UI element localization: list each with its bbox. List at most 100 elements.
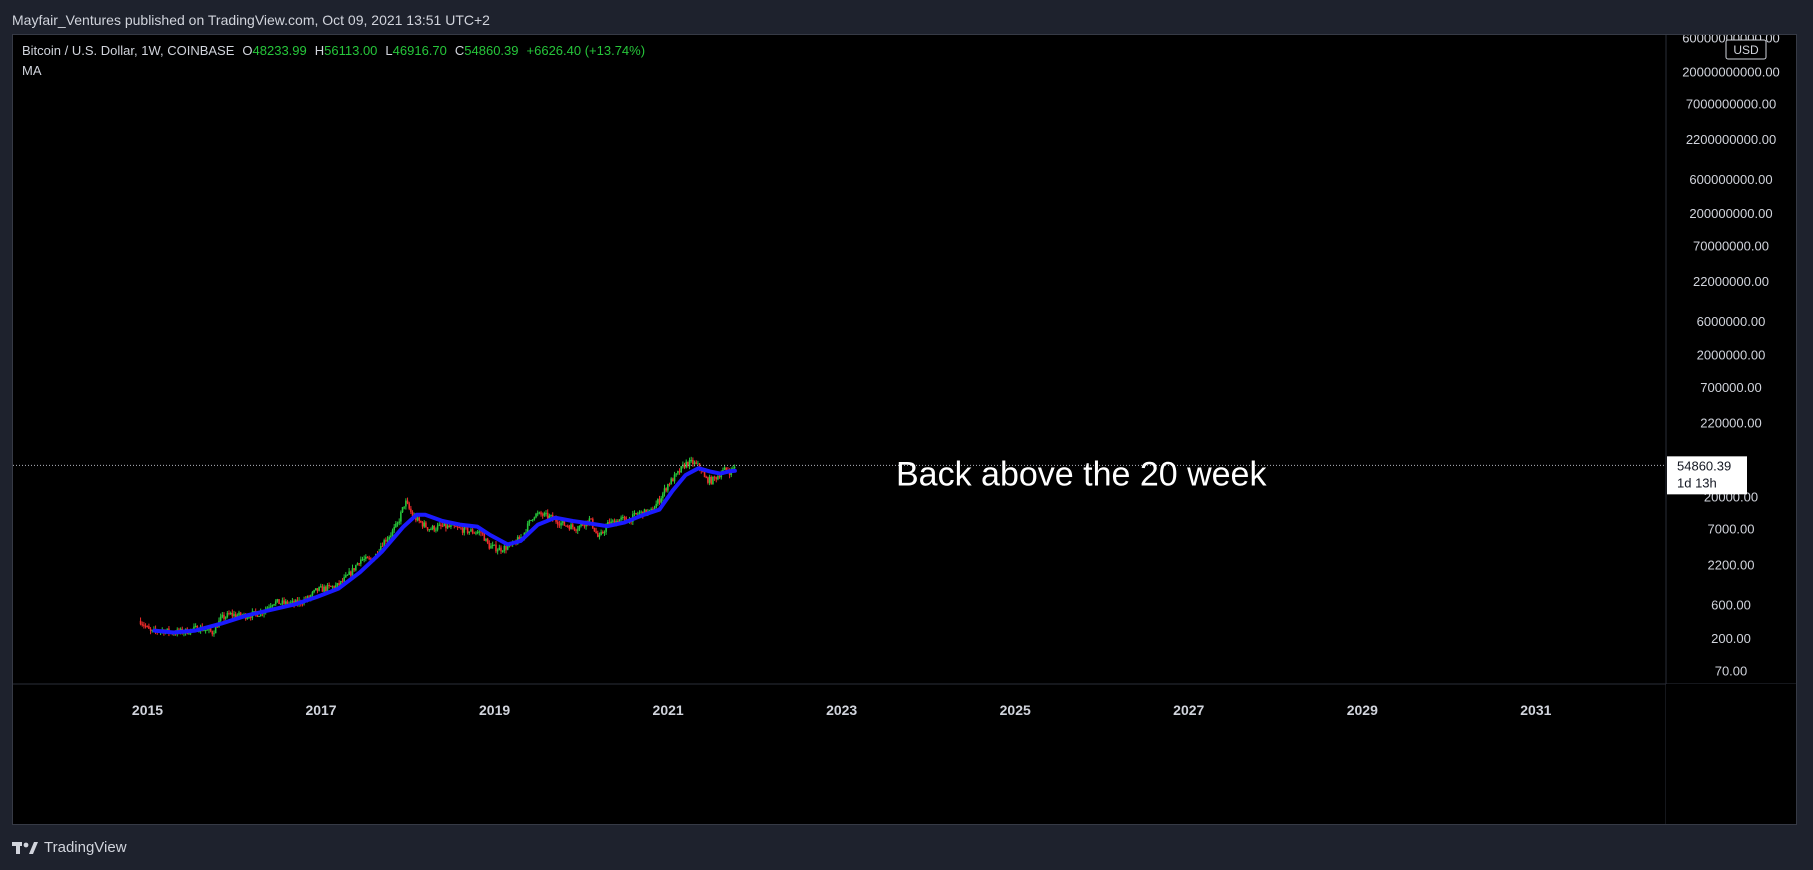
- candle-body: [715, 477, 718, 480]
- candle-body: [491, 545, 494, 547]
- candle-body: [281, 600, 284, 604]
- candle-body: [289, 602, 292, 604]
- candle-body: [441, 525, 444, 527]
- chart-annotation[interactable]: Back above the 20 week: [896, 455, 1267, 493]
- y-tick-label: 6000000.00: [1697, 314, 1766, 329]
- candle-body: [423, 522, 426, 527]
- candle-body: [363, 558, 365, 560]
- candle-body: [343, 577, 345, 582]
- candle-body: [525, 532, 527, 534]
- candle-body: [685, 461, 688, 468]
- candle-body: [610, 521, 612, 525]
- candle-body: [481, 532, 484, 534]
- candle-body: [313, 590, 315, 593]
- candle-body: [166, 628, 169, 631]
- candle-body: [348, 571, 350, 575]
- candle-body: [588, 518, 591, 524]
- candle-body: [575, 529, 577, 531]
- candle-body: [673, 474, 676, 482]
- x-tick-label: 2021: [653, 702, 684, 718]
- publish-info: Mayfair_Ventures published on TradingVie…: [12, 12, 490, 28]
- candle-body: [204, 630, 207, 632]
- y-tick-label: 2000000.00: [1697, 348, 1766, 363]
- legend-o-label: O: [242, 43, 252, 58]
- candle-body: [188, 633, 190, 635]
- x-tick-label: 2023: [826, 702, 857, 718]
- candle-body: [193, 626, 195, 630]
- candle-body: [608, 522, 611, 525]
- currency-box[interactable]: [1725, 39, 1767, 60]
- candle-body: [565, 525, 567, 527]
- candle-body: [598, 534, 601, 537]
- candle-body: [428, 529, 431, 531]
- y-tick-label: 7000000000.00: [1686, 97, 1776, 112]
- legend-open: 48233.99: [253, 43, 307, 58]
- candle-body: [408, 503, 411, 509]
- candle-body: [712, 476, 714, 485]
- candle-body: [693, 462, 696, 465]
- legend-indicator[interactable]: MA: [22, 63, 42, 78]
- candle-body: [733, 467, 736, 469]
- candle-body: [535, 513, 537, 518]
- y-tick-label: 2200.00: [1708, 557, 1755, 572]
- candle-body: [680, 466, 683, 473]
- last-price-badge: 54860.39 1d 13h: [1667, 456, 1747, 495]
- candle-body: [388, 537, 390, 540]
- candle-body: [396, 522, 399, 524]
- y-tick-label: 7000.00: [1708, 522, 1755, 537]
- candle-body: [338, 583, 340, 586]
- candle-body: [620, 517, 622, 520]
- candle-body: [393, 526, 395, 531]
- price-badge-bg: [1667, 456, 1747, 495]
- candle-body: [498, 547, 501, 551]
- candle-body: [670, 478, 672, 485]
- y-tick-label: 600.00: [1711, 597, 1751, 612]
- candle-body: [488, 543, 491, 549]
- price-axis[interactable]: 60000000000.0020000000000.007000000000.0…: [1682, 30, 1780, 678]
- candle-body: [351, 568, 354, 576]
- candle-body: [221, 614, 224, 617]
- candle-body: [692, 459, 694, 465]
- candle-body: [698, 463, 701, 469]
- candle-body: [723, 467, 726, 471]
- candle-body: [334, 585, 337, 589]
- candle-body: [450, 525, 452, 527]
- chart-area[interactable]: Bitcoin / U.S. Dollar, 1W, COINBASE O4823…: [12, 30, 1797, 825]
- candle-body: [353, 568, 355, 571]
- y-tick-label: 220000.00: [1700, 416, 1761, 431]
- candle-body: [309, 595, 312, 599]
- candle-body: [381, 546, 384, 548]
- chart-svg[interactable]: Bitcoin / U.S. Dollar, 1W, COINBASE O4823…: [13, 30, 1796, 824]
- candle-body: [301, 603, 304, 605]
- candle-body: [355, 565, 357, 571]
- candle-body: [660, 498, 662, 503]
- candle-body: [496, 550, 499, 552]
- legend-h-label: H: [315, 43, 324, 58]
- legend-c-label: C: [455, 43, 464, 58]
- footer-brand[interactable]: TradingView: [44, 839, 127, 856]
- price-badge-countdown: 1d 13h: [1677, 475, 1717, 490]
- candle-body: [238, 612, 240, 616]
- candle-body: [555, 518, 557, 522]
- x-tick-label: 2017: [305, 702, 336, 718]
- candle-body: [480, 531, 482, 533]
- candle-body: [214, 626, 217, 634]
- candle-body: [248, 616, 250, 618]
- time-axis[interactable]: 2015 2017 2019 2021 2023 2025 2027 2029 2031: [132, 702, 1552, 718]
- candle-body: [471, 529, 474, 533]
- candle-body: [286, 601, 289, 605]
- candle-body: [590, 518, 592, 520]
- candle-body: [725, 467, 728, 470]
- candle-body: [490, 545, 492, 549]
- candle-body: [308, 596, 310, 599]
- legend-row: Bitcoin / U.S. Dollar, 1W, COINBASE O4823…: [22, 43, 645, 58]
- tradingview-logo-icon: [12, 842, 38, 854]
- candle-body: [311, 592, 314, 596]
- y-tick-label: 200000000.00: [1689, 206, 1772, 221]
- candle-body: [633, 512, 636, 515]
- candle-body: [657, 499, 659, 504]
- candle-body: [279, 603, 282, 605]
- candle-body: [675, 473, 678, 475]
- candle-body: [561, 521, 564, 523]
- candle-body: [339, 581, 342, 586]
